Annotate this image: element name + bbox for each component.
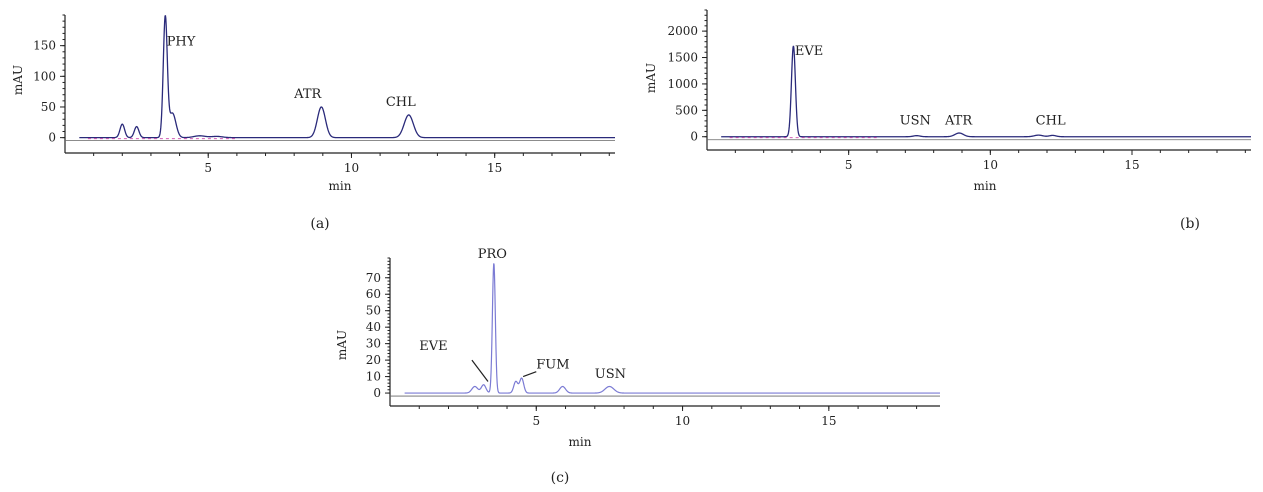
chromatogram-trace	[404, 263, 940, 394]
y-tick-label: 500	[675, 103, 698, 117]
chart-a-plot: mAU min (a) 0 50 100 150 5 10 15 PHY ATR CHL	[11, 14, 615, 232]
peak-label: CHL	[1036, 114, 1066, 129]
x-axis-title: min	[329, 179, 352, 193]
y-tick-label: 1500	[667, 51, 698, 65]
chart-a-svg: mAU min (a) 0 50 100 150 5 10 15 PHY ATR CHL	[11, 14, 615, 232]
peak-label: CHL	[386, 95, 416, 110]
y-tick-label: 20	[366, 353, 381, 367]
annotation-arrow	[471, 359, 489, 382]
x-tick-label: 10	[983, 158, 998, 172]
chart-panel-a: mAU min (a) 0 50 100 150 5 10 15 PHY ATR CHL	[0, 0, 630, 240]
y-axis-title: mAU	[11, 65, 25, 95]
y-tick-label: 0	[48, 131, 56, 145]
y-tick-label: 60	[366, 287, 381, 301]
chart-c-svg: mAU min (c) 0 10 20 30 40 50 60 70 5 10 15 PRO EVE FU…	[335, 247, 940, 486]
panel-label: (b)	[1180, 216, 1200, 232]
peak-label: FUM	[536, 357, 569, 372]
peak-label: EVE	[795, 44, 823, 59]
peak-label: USN	[595, 367, 626, 382]
y-tick-label: 10	[366, 370, 381, 384]
chromatogram-trace	[721, 45, 1251, 138]
y-axis-title: mAU	[335, 330, 349, 360]
peak-label: ATR	[944, 114, 973, 129]
chart-b-plot: mAU min (b) 0 500 1000 1500 2000 5 10 15 EVE USN A…	[644, 9, 1251, 232]
annotation-arrow	[522, 371, 537, 378]
panel-label: (a)	[310, 216, 329, 232]
y-tick-label: 0	[373, 386, 381, 400]
chart-b-svg: mAU min (b) 0 500 1000 1500 2000 5 10 15 EVE USN A…	[644, 9, 1251, 232]
peak-label: ATR	[293, 87, 322, 102]
peak-label: PHY	[167, 35, 196, 50]
y-tick-label: 100	[33, 69, 56, 83]
y-tick-label: 1000	[667, 77, 698, 91]
peak-label: PRO	[478, 247, 507, 262]
x-axis-title: min	[569, 435, 592, 449]
x-tick-label: 15	[487, 161, 502, 175]
x-tick-label: 5	[845, 158, 853, 172]
y-tick-label: 50	[366, 304, 381, 318]
x-tick-label: 10	[675, 414, 690, 428]
y-tick-label: 30	[366, 337, 381, 351]
peak-label: USN	[900, 114, 931, 129]
y-tick-label: 150	[33, 39, 56, 53]
chart-c-plot: mAU min (c) 0 10 20 30 40 50 60 70 5 10 15 PRO EVE FU…	[335, 247, 940, 486]
y-axis-title: mAU	[644, 63, 658, 93]
x-tick-label: 5	[532, 414, 540, 428]
y-tick-label: 50	[41, 100, 56, 114]
y-tick-label: 70	[366, 271, 381, 285]
chromatogram-trace	[79, 15, 615, 139]
chart-panel-b: mAU min (b) 0 500 1000 1500 2000 5 10 15 EVE USN A…	[635, 0, 1263, 240]
panel-label: (c)	[551, 470, 570, 486]
y-tick-label: 2000	[667, 24, 698, 38]
x-tick-label: 15	[821, 414, 836, 428]
x-axis-title: min	[974, 179, 997, 193]
x-tick-label: 5	[204, 161, 212, 175]
y-tick-label: 40	[366, 320, 381, 334]
peak-label: EVE	[419, 339, 447, 354]
y-tick-label: 0	[690, 130, 698, 144]
x-tick-label: 10	[344, 161, 359, 175]
x-tick-label: 15	[1124, 158, 1139, 172]
chart-panel-c: mAU min (c) 0 10 20 30 40 50 60 70 5 10 15 PRO EVE FU…	[330, 240, 950, 492]
